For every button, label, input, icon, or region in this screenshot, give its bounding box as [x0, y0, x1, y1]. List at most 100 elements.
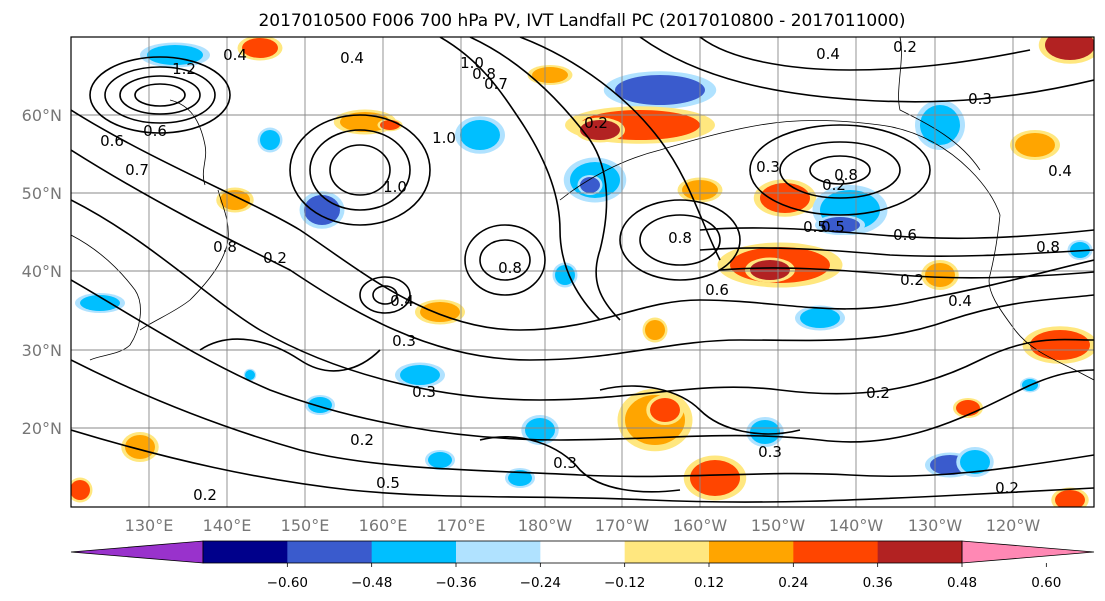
- pc-shading-core: [525, 418, 555, 442]
- lon-label: 180°W: [518, 516, 573, 535]
- pc-shading-core: [220, 190, 250, 210]
- contour-label: 0.3: [412, 383, 436, 401]
- contour-label: 0.4: [948, 292, 972, 310]
- contour-jet-1: [699, 227, 1094, 240]
- contour-label: 0.4: [390, 292, 414, 310]
- colorbar-extend-low: [70, 540, 204, 564]
- contour-label: 0.2: [900, 271, 924, 289]
- contour-label: 0.2: [995, 479, 1019, 497]
- pc-shading-core: [460, 120, 500, 150]
- contour-label: 0.6: [143, 122, 167, 140]
- lat-label: 50°N: [22, 184, 62, 203]
- pc-shading-core: [1055, 490, 1085, 507]
- pc-shading-core: [532, 67, 568, 83]
- lon-label: 170°E: [437, 516, 486, 535]
- contour-label: 0.6: [893, 226, 917, 244]
- lon-label: 150°E: [281, 516, 330, 535]
- contour-label: 0.8: [1036, 238, 1060, 256]
- contour-ring-kamchatka-1: [289, 114, 431, 226]
- colorbar-tick-label: 0.48: [947, 575, 977, 591]
- contour-south-3: [479, 436, 681, 493]
- colorbar-swatch: [877, 541, 963, 563]
- contour-jet-3: [719, 267, 1094, 279]
- pc-shading-core: [1070, 242, 1090, 258]
- pc-shading-core: [820, 217, 860, 233]
- pc-shading-core: [580, 120, 620, 140]
- colorbar-swatches: [70, 540, 1095, 564]
- contour-jet-2: [699, 247, 1094, 257]
- lat-label: 20°N: [22, 419, 62, 438]
- pc-shading-core: [304, 195, 340, 225]
- lon-label: 140°W: [829, 516, 884, 535]
- contour-ring-west-small-1: [359, 276, 411, 314]
- contour-label: 0.2: [350, 431, 374, 449]
- contour-label: 0.2: [263, 249, 287, 267]
- contour-ring-gulf-2: [779, 141, 901, 199]
- pc-shading-core: [245, 370, 255, 380]
- contour-label: 1.0: [432, 129, 456, 147]
- colorbar-swatch: [793, 541, 879, 563]
- coastline-asia: [71, 234, 141, 361]
- colorbar-tick-label: −0.24: [520, 575, 561, 591]
- colorbar-swatch: [540, 541, 626, 563]
- colorbar-swatch: [203, 541, 288, 563]
- contour-label: 1.2: [172, 60, 196, 78]
- colorbar-tick-label: −0.48: [351, 575, 392, 591]
- longitude-labels: 130°E 140°E 150°E 160°E 170°E 180°W 170°W 160°W…: [125, 516, 1041, 535]
- contour-label: 0.2: [584, 114, 608, 132]
- lon-label: 130°E: [125, 516, 174, 535]
- pc-shading-core: [925, 263, 955, 287]
- contour-label: 0.2: [193, 486, 217, 504]
- pc-shading-core: [80, 295, 120, 311]
- colorbar-swatch: [456, 541, 541, 563]
- contour-label: 0.5: [376, 474, 400, 492]
- contour-label: 0.3: [553, 454, 577, 472]
- contour-ring-nw-2: [104, 66, 216, 124]
- contour-ring-kamchatka-2: [309, 129, 411, 211]
- pc-shading-core: [400, 365, 440, 385]
- contour-label: 0.2: [893, 38, 917, 56]
- gridlines: [71, 37, 1094, 507]
- pv-contours: [71, 37, 1094, 503]
- colorbar-ticks: −0.60 −0.48 −0.36 −0.24 −0.12 0.12 0.24 0.36 0.4…: [267, 563, 1061, 591]
- latitude-labels: 60°N 50°N 40°N 30°N 20°N: [22, 106, 62, 438]
- colorbar-tick-label: −0.60: [267, 575, 308, 591]
- coastline-bering: [559, 120, 1001, 216]
- contour-ring-west-small-2: [372, 285, 398, 305]
- pc-shading-core: [580, 177, 600, 193]
- pc-shading-core: [960, 450, 990, 474]
- colorbar-tick-label: −0.12: [604, 575, 645, 591]
- contour-ring-pacific-2: [639, 214, 721, 266]
- contour-label: 0.4: [1048, 162, 1072, 180]
- contour-band-3: [71, 199, 1094, 401]
- colorbar-outline: [202, 540, 963, 564]
- contour-label: 0.6: [705, 281, 729, 299]
- pc-shading-core: [750, 420, 780, 444]
- contour-label: 1.0: [460, 54, 484, 72]
- colorbar-extend-high: [961, 540, 1095, 564]
- pc-shading-core: [956, 400, 980, 416]
- contour-ring-pacific-1: [619, 199, 741, 281]
- coastline-kamchatka: [169, 99, 207, 186]
- contour-label: 0.8: [668, 229, 692, 247]
- pc-shading-core: [1030, 330, 1090, 360]
- contour-north-1: [699, 37, 1031, 71]
- pc-shading: [71, 37, 1094, 507]
- pc-shading-core: [920, 105, 960, 145]
- colorbar-swatch: [287, 541, 373, 563]
- contour-label: 0.7: [484, 75, 508, 93]
- contour-label: 0.3: [758, 443, 782, 461]
- contour-ring-gulf-1: [749, 124, 931, 216]
- colorbar-tick-label: 0.36: [863, 575, 893, 591]
- contour-label: 0.8: [834, 166, 858, 184]
- colorbar-tick-label: 0.60: [1031, 575, 1061, 591]
- map-frame: [70, 36, 1095, 508]
- contour-band-5: [71, 359, 1094, 478]
- lat-label: 60°N: [22, 106, 62, 125]
- lon-label: 140°E: [203, 516, 252, 535]
- pc-shading-core: [555, 265, 575, 285]
- colorbar-swatch: [371, 541, 457, 563]
- pc-shading-core: [125, 435, 155, 459]
- lon-label: 120°W: [986, 516, 1041, 535]
